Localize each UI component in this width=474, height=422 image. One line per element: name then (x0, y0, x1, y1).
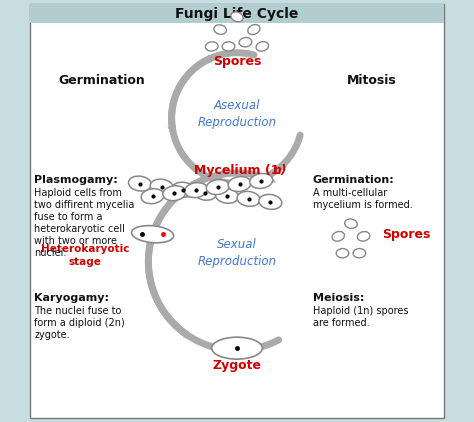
Ellipse shape (163, 186, 186, 201)
Ellipse shape (247, 25, 260, 34)
Ellipse shape (184, 183, 208, 197)
Ellipse shape (237, 191, 260, 206)
FancyBboxPatch shape (30, 4, 444, 418)
Text: Plasmogamy:: Plasmogamy: (35, 175, 118, 185)
Ellipse shape (205, 42, 218, 51)
Text: Sexual
Reproduction: Sexual Reproduction (198, 238, 276, 268)
Ellipse shape (212, 337, 262, 359)
Ellipse shape (222, 42, 235, 51)
Text: Germination:: Germination: (313, 175, 395, 185)
FancyBboxPatch shape (30, 4, 444, 23)
Ellipse shape (231, 12, 243, 22)
Ellipse shape (215, 188, 238, 203)
Text: A multi-cellular
mycelium is formed.: A multi-cellular mycelium is formed. (313, 188, 413, 210)
Ellipse shape (228, 176, 251, 192)
Ellipse shape (336, 249, 349, 258)
Ellipse shape (357, 232, 370, 241)
Text: Meiosis:: Meiosis: (313, 293, 365, 303)
Ellipse shape (194, 185, 217, 200)
Text: Karyogamy:: Karyogamy: (35, 293, 109, 303)
Text: Spores: Spores (383, 228, 431, 241)
Text: The nuclei fuse to
form a diploid (2n)
zygote.: The nuclei fuse to form a diploid (2n) z… (35, 306, 125, 340)
Text: Germination: Germination (59, 74, 146, 87)
Ellipse shape (141, 189, 164, 204)
Text: Haploid cells from
two diffirent mycelia
fuse to form a
heterokaryotic cell
with: Haploid cells from two diffirent mycelia… (35, 188, 135, 258)
Text: Heterokaryotic: Heterokaryotic (41, 244, 129, 254)
Ellipse shape (150, 179, 173, 194)
Text: n): n) (273, 165, 288, 177)
Ellipse shape (256, 42, 269, 51)
Ellipse shape (353, 249, 365, 258)
Ellipse shape (172, 182, 195, 197)
Ellipse shape (259, 195, 282, 209)
Text: Mycelium (1: Mycelium (1 (194, 165, 280, 177)
Ellipse shape (250, 173, 273, 189)
Ellipse shape (332, 232, 345, 241)
Ellipse shape (132, 226, 173, 243)
Text: Asexual
Reproduction: Asexual Reproduction (198, 99, 276, 129)
Text: Spores: Spores (213, 55, 261, 68)
Ellipse shape (345, 219, 357, 228)
Text: Zygote: Zygote (212, 359, 262, 371)
Ellipse shape (128, 176, 151, 191)
Text: Mitosis: Mitosis (347, 74, 397, 87)
Ellipse shape (206, 180, 229, 195)
Text: Haploid (1n) spores
are formed.: Haploid (1n) spores are formed. (313, 306, 409, 328)
Ellipse shape (239, 37, 252, 47)
Text: stage: stage (69, 257, 101, 267)
Text: Fungi Life Cycle: Fungi Life Cycle (175, 6, 299, 21)
Ellipse shape (214, 25, 227, 34)
